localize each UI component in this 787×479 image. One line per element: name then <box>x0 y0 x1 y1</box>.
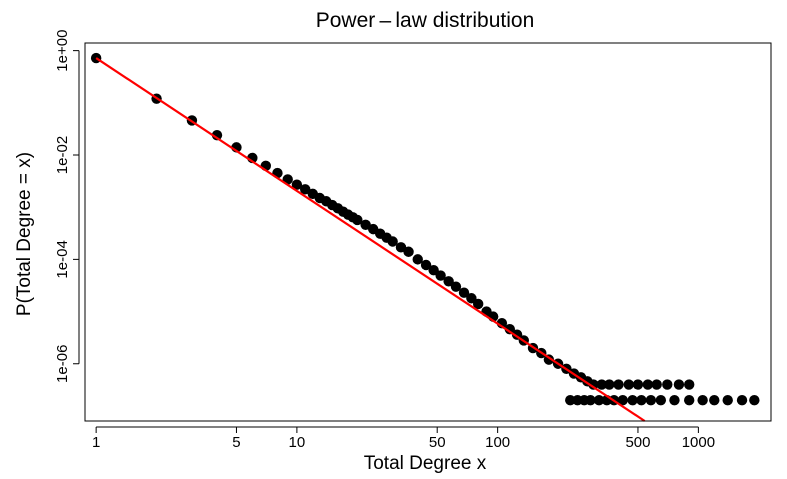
data-point <box>749 395 760 406</box>
data-point <box>472 298 484 310</box>
data-point <box>588 379 599 390</box>
y-axis-label: P(Total Degree = x) <box>14 152 35 316</box>
chart-title: Power – law distribution <box>316 9 535 32</box>
data-point <box>651 379 662 390</box>
y-tick-label: 1e-06 <box>54 345 71 383</box>
x-tick-label: 10 <box>289 434 306 451</box>
data-point <box>613 379 624 390</box>
data-point <box>636 395 647 406</box>
data-point <box>435 270 446 281</box>
data-point <box>669 395 680 406</box>
data-point <box>722 395 733 406</box>
data-point <box>623 379 634 390</box>
data-point <box>585 395 596 406</box>
data-points <box>90 52 760 406</box>
x-tick-label: 100 <box>485 434 510 451</box>
data-point <box>458 287 470 298</box>
data-point <box>443 276 454 287</box>
data-point <box>412 254 423 265</box>
data-point <box>403 246 414 257</box>
x-tick-label: 500 <box>625 434 650 451</box>
data-point <box>709 395 720 406</box>
data-point <box>420 259 432 271</box>
data-point <box>450 281 462 292</box>
data-point <box>662 379 673 390</box>
data-point <box>504 323 516 335</box>
data-point <box>565 395 576 406</box>
data-point <box>683 379 695 390</box>
y-tick-label: 1e-04 <box>54 240 71 278</box>
fit-line <box>95 57 646 422</box>
data-point <box>395 242 407 253</box>
y-axis-ticks: 1e+00 1e-02 1e-04 1e-06 <box>54 30 80 383</box>
data-point <box>604 379 615 390</box>
x-tick-label: 1000 <box>682 434 715 451</box>
data-point <box>655 395 667 406</box>
data-point <box>632 379 644 390</box>
plot-frame <box>84 42 772 422</box>
data-point <box>627 395 638 406</box>
data-point <box>617 395 628 406</box>
x-tick-label: 5 <box>232 434 240 451</box>
data-point <box>300 184 311 195</box>
x-tick-label: 1 <box>92 434 100 451</box>
data-point <box>683 395 695 406</box>
data-point <box>697 395 708 406</box>
data-point <box>673 379 685 390</box>
data-point <box>352 214 363 226</box>
data-point <box>593 395 605 406</box>
data-point <box>642 379 654 390</box>
data-point <box>736 395 748 406</box>
x-tick-label: 50 <box>429 434 446 451</box>
x-axis-ticks: 1 5 10 50 100 500 1000 <box>92 426 715 451</box>
data-point <box>466 293 477 304</box>
data-point <box>596 379 607 390</box>
y-tick-label: 1e-02 <box>54 136 71 174</box>
data-point <box>387 236 398 247</box>
data-point <box>360 219 371 230</box>
x-axis-label: Total Degree x <box>364 453 487 474</box>
data-point <box>211 129 223 141</box>
data-point <box>645 395 657 406</box>
y-tick-label: 1e+00 <box>54 30 71 72</box>
data-point <box>291 179 303 190</box>
